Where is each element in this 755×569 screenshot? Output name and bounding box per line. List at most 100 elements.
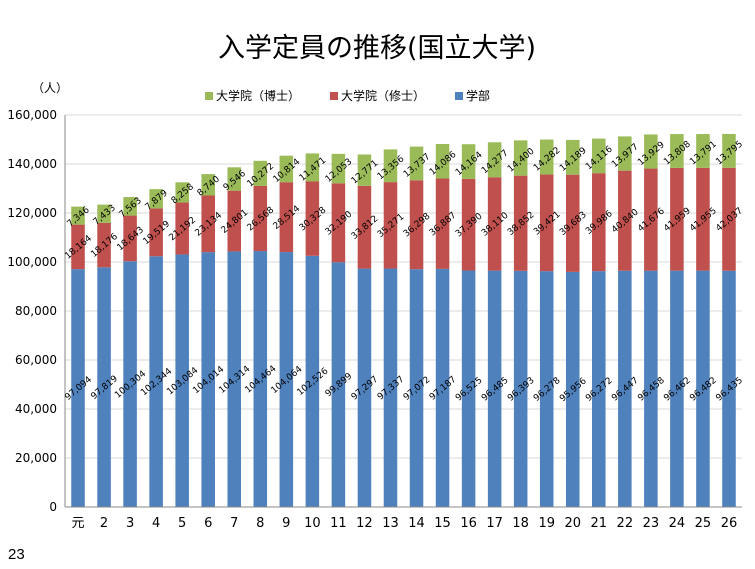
x-tick-label: 9 (282, 516, 290, 531)
bar-segment (279, 182, 294, 253)
bar-segment (97, 267, 111, 507)
x-tick-label: 22 (617, 516, 634, 531)
legend-label: 学部 (466, 88, 490, 103)
bar-segment (279, 252, 294, 507)
x-tick-label: 14 (408, 516, 425, 531)
x-tick-label: 18 (512, 516, 529, 531)
x-tick-label: 24 (669, 516, 686, 531)
bar-segment (71, 224, 85, 270)
y-tick-label: 60,000 (15, 353, 57, 367)
bar-segment (409, 180, 424, 270)
x-tick-label: 17 (486, 516, 503, 531)
bar-segment (539, 271, 554, 507)
bar-segment (331, 262, 346, 507)
bar-segment (461, 270, 476, 507)
bar-segment (461, 178, 476, 271)
x-tick-label: 15 (434, 516, 451, 531)
bar-segment (618, 270, 632, 507)
bar-segment (227, 167, 242, 191)
bar-segment (696, 270, 710, 507)
bar-segment (383, 268, 398, 507)
bar-segment (487, 142, 502, 178)
bar-segment (253, 185, 268, 252)
unit-label: （人） (32, 81, 68, 95)
bar-segment (513, 175, 528, 271)
bar-segment (201, 195, 215, 253)
bar-segment (618, 136, 632, 171)
legend: 大学院（博士） 大学院（修士） 学部 (205, 88, 490, 103)
value-labels: 97,09418,1647,34697,81918,1767,433100,30… (63, 139, 745, 404)
bar-segment (670, 270, 684, 507)
x-tick-label: 10 (304, 516, 321, 531)
x-tick-label: 7 (230, 516, 238, 531)
bar-segment (97, 222, 111, 268)
bar-segment (409, 146, 424, 181)
bar-segment (201, 174, 215, 196)
bar-segment (644, 270, 658, 507)
bar-segment (227, 190, 242, 252)
x-tick-label: 13 (382, 516, 399, 531)
x-tick-label: 11 (330, 516, 347, 531)
bar-segment (461, 144, 476, 179)
bar-segment (592, 173, 606, 272)
legend-swatch (205, 92, 213, 100)
bar-segment (357, 185, 372, 269)
bar-segment (175, 182, 189, 203)
bar-segment (565, 174, 580, 272)
bar-segment (435, 268, 450, 507)
bar-segment (513, 140, 528, 176)
y-tick-label: 140,000 (7, 157, 57, 171)
x-tick-label: 6 (204, 516, 212, 531)
bar-segment (149, 189, 163, 209)
y-tick-label: 40,000 (15, 402, 57, 416)
bar-segment (305, 153, 320, 182)
bar-segment (618, 170, 632, 271)
bar-segment (513, 270, 528, 507)
y-tick-label: 120,000 (7, 206, 57, 220)
bar-segment (253, 160, 268, 186)
x-tick-label: 8 (256, 516, 264, 531)
bar-segment (696, 134, 710, 168)
legend-swatch (330, 92, 338, 100)
bar-segment (722, 270, 736, 507)
bar-segment (696, 167, 710, 271)
bar-segment (123, 261, 137, 507)
bar-segment (592, 138, 606, 174)
bar-segment (409, 269, 424, 507)
x-axis: 元 2 3 4 5 6 7 8 9 10 11 12 13 14 15 16 17 18 19 20 21 22 23 24 2… (65, 506, 742, 531)
legend-label: 大学院（博士） (216, 88, 300, 103)
bar-segment (644, 134, 658, 169)
x-tick-label: 5 (178, 516, 186, 531)
x-tick-label: 25 (695, 516, 712, 531)
chart-title: 入学定員の推移(国立大学) (218, 33, 536, 64)
x-tick-label: 2 (100, 516, 108, 531)
x-tick-label: 12 (356, 516, 373, 531)
y-tick-label: 100,000 (7, 255, 57, 269)
bar-segment (305, 255, 320, 507)
bar-segment (357, 268, 372, 507)
bar-segment (644, 168, 658, 271)
bar-segment (383, 182, 398, 269)
bar-segment (71, 206, 85, 225)
y-tick-label: 20,000 (15, 451, 57, 465)
bar-segment (149, 256, 163, 507)
bar-segment (539, 174, 554, 272)
x-tick-label: 4 (152, 516, 160, 531)
bar-segment (305, 181, 320, 256)
x-tick-label: 3 (126, 516, 134, 531)
y-tick-label: 160,000 (7, 108, 57, 122)
bar-segment (357, 154, 372, 186)
bar-segment (539, 139, 554, 175)
bar-segment (175, 202, 189, 255)
bar-segment (201, 252, 215, 507)
x-tick-label: 20 (564, 516, 581, 531)
bar-segment (253, 251, 268, 507)
x-tick-label: 26 (721, 516, 738, 531)
bar-segment (487, 270, 502, 507)
y-tick-label: 80,000 (15, 304, 57, 318)
bar-segment (722, 167, 736, 271)
bar-segment (383, 149, 398, 183)
bar-segment (97, 204, 111, 223)
bar-segment (331, 183, 346, 263)
bar-segment (565, 139, 580, 175)
